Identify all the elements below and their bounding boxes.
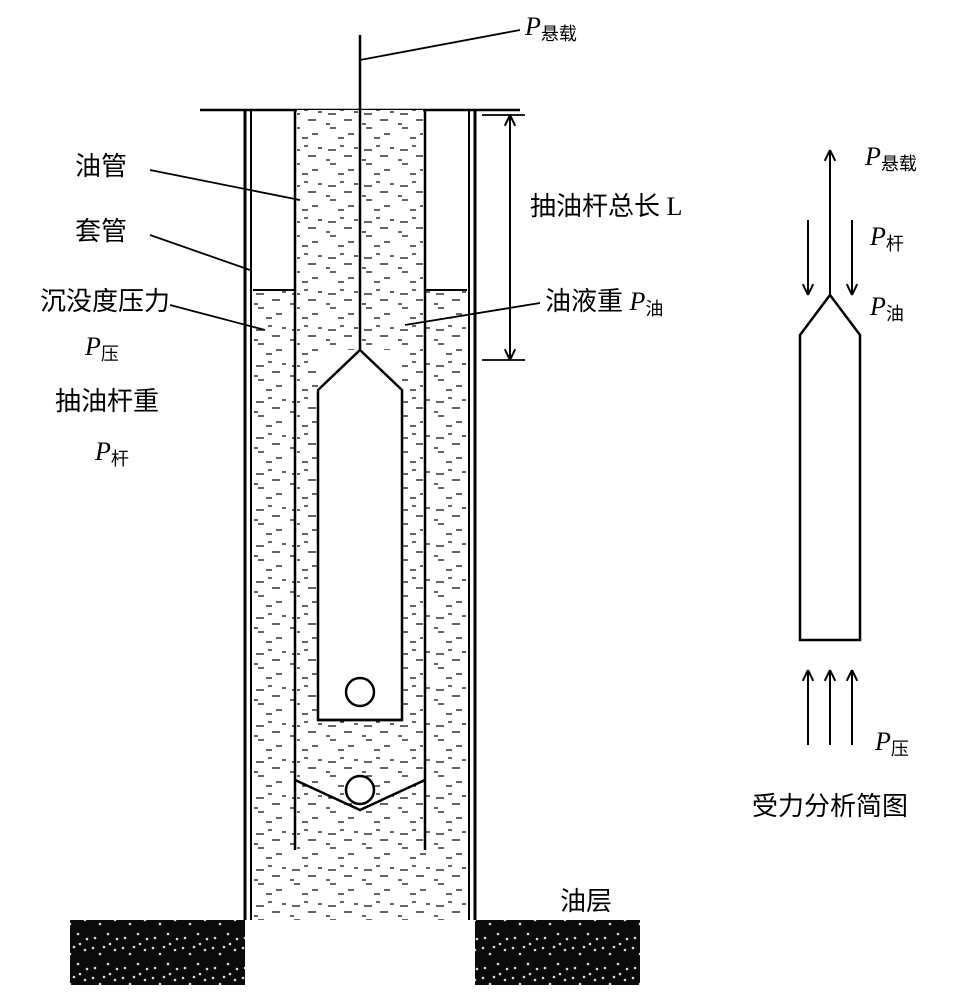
label-rod-total-length: 抽油杆总长 L — [530, 192, 682, 221]
label-tubing: 油管 — [75, 152, 127, 181]
oil-layer-right — [475, 920, 640, 985]
force-label-p-rod: P杆 — [869, 222, 904, 254]
well-cross-section — [70, 30, 640, 985]
label-p-rod: P杆 — [94, 437, 129, 469]
force-label-p-oil: P油 — [869, 292, 904, 324]
force-label-p-suspended: P悬载 — [864, 142, 917, 174]
force-label-p-pressure: P压 — [874, 727, 909, 759]
label-oil-weight: 油液重 P油 — [545, 287, 663, 319]
label-p-suspended-top: P悬载 — [524, 12, 577, 44]
label-p-pressure: P压 — [84, 332, 119, 364]
pump-plunger — [318, 350, 402, 720]
label-oil-layer: 油层 — [560, 887, 612, 916]
label-rod-weight: 抽油杆重 — [55, 387, 159, 416]
force-analysis-diagram — [800, 150, 860, 745]
label-casing: 套管 — [75, 217, 127, 246]
oil-layer-left — [70, 920, 245, 985]
label-submergence-pressure: 沉没度压力 — [40, 287, 170, 316]
force-diagram-title: 受力分析简图 — [752, 792, 908, 821]
rod-length-dimension — [482, 115, 525, 360]
standing-valve-ball — [346, 776, 374, 804]
